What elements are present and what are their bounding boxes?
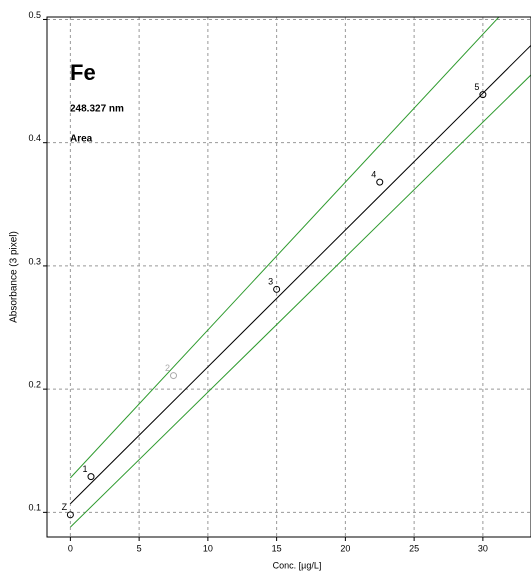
- point-label: 2: [165, 363, 170, 373]
- chart-title: Fe: [70, 60, 96, 85]
- x-tick-label: 25: [409, 543, 419, 553]
- y-tick-label: 0.5: [28, 10, 41, 20]
- wavelength: 248.327 nm: [70, 104, 124, 115]
- x-tick-label: 20: [340, 543, 350, 553]
- calibration-line: [70, 44, 531, 505]
- point-label: Z: [62, 502, 68, 512]
- calibration-line: [70, 74, 531, 528]
- point: [66, 511, 74, 519]
- point-label: 5: [474, 82, 479, 92]
- point-label: 4: [371, 169, 376, 179]
- mode: Area: [70, 134, 93, 145]
- point: [376, 178, 384, 186]
- calibration-line: [70, 17, 500, 479]
- point: [170, 372, 177, 380]
- plot-area: [47, 17, 531, 537]
- point-label: 1: [82, 464, 87, 474]
- point: [273, 285, 281, 293]
- x-tick-label: 5: [137, 543, 142, 553]
- x-tick-label: 10: [203, 543, 213, 553]
- y-tick-label: 0.2: [28, 380, 41, 390]
- plot-frame: [46, 16, 531, 538]
- y-tick-label: 0.3: [28, 256, 41, 266]
- y-axis-label: Absorbance (3 pixel): [9, 231, 20, 323]
- point: [479, 91, 487, 99]
- x-tick-label: 0: [68, 543, 73, 553]
- y-tick-label: 0.1: [28, 503, 41, 513]
- x-tick-label: 30: [478, 543, 488, 553]
- point: [87, 473, 95, 481]
- x-tick-label: 15: [272, 543, 282, 553]
- x-axis-label: Conc. [µg/L]: [273, 560, 322, 570]
- point-label: 3: [268, 277, 273, 287]
- y-tick-label: 0.4: [28, 133, 41, 143]
